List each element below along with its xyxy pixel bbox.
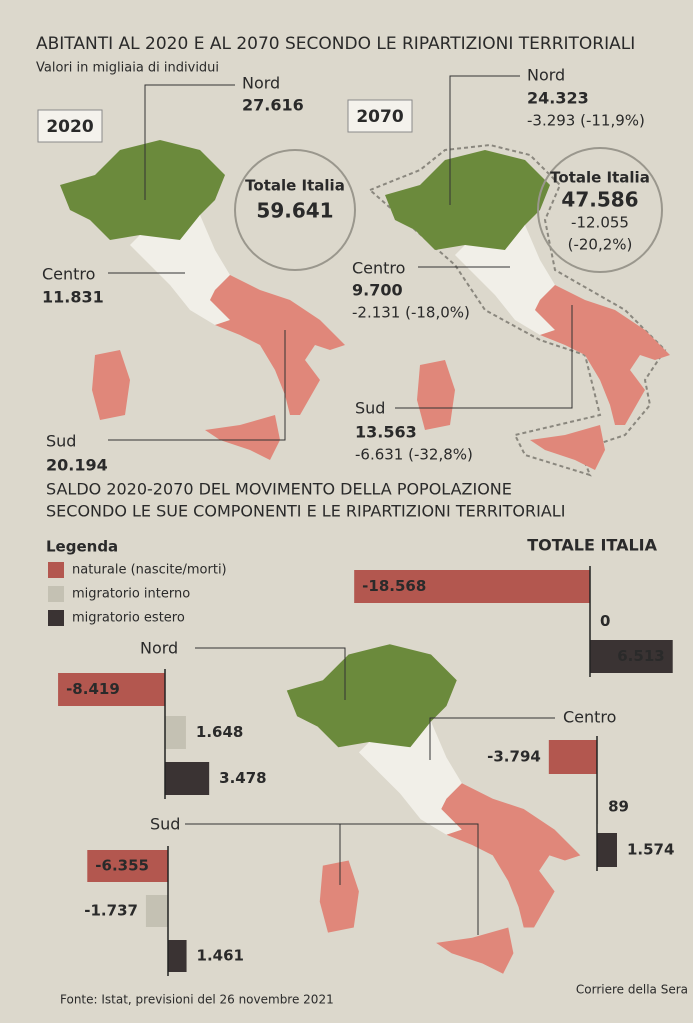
chart-title: TOTALE ITALIA — [527, 536, 657, 555]
total-value: 47.586 — [561, 188, 638, 212]
map-2070 — [368, 143, 670, 477]
legend-title: Legenda — [46, 538, 118, 556]
region-value: 11.831 — [42, 288, 104, 307]
value-label: -6.355 — [95, 857, 149, 875]
year: 2070 — [356, 107, 403, 127]
chart-title: Sud — [150, 815, 180, 834]
leader — [185, 823, 479, 935]
total-label: Totale Italia — [550, 169, 650, 187]
leader — [449, 75, 520, 205]
value-label: 6.513 — [617, 647, 664, 665]
legend-swatch — [48, 562, 64, 578]
value-label: -1.737 — [84, 902, 138, 920]
legend-label: migratorio estero — [72, 611, 185, 626]
section-title: SALDO 2020-2070 DEL MOVIMENTO DELLA POPO… — [46, 480, 512, 499]
total-circle — [537, 147, 663, 273]
region-label: Centro — [42, 265, 95, 284]
bar — [165, 762, 210, 795]
legend-swatch — [48, 610, 64, 626]
leader — [144, 84, 235, 200]
bar — [87, 850, 168, 882]
bar — [590, 640, 673, 673]
year: 2020 — [46, 117, 93, 137]
region-value: 9.700 — [352, 281, 403, 300]
total-change-pct: (-20,2%) — [568, 236, 633, 254]
year-box — [37, 109, 103, 143]
value-label: 0 — [600, 612, 610, 630]
bar — [165, 716, 186, 749]
credit: Corriere della Sera — [576, 983, 688, 997]
bar — [597, 833, 617, 867]
legend-label: migratorio interno — [72, 587, 190, 602]
leader — [195, 647, 346, 700]
bar — [354, 570, 590, 603]
region-label: Nord — [242, 74, 280, 93]
year-box — [347, 99, 413, 133]
bar — [145, 895, 168, 927]
bar — [58, 673, 165, 706]
leader — [108, 330, 286, 441]
leader — [429, 717, 555, 760]
bar — [168, 940, 187, 972]
region-change: -2.131 (-18,0%) — [352, 304, 470, 322]
value-label: 89 — [608, 798, 629, 816]
total-label: Totale Italia — [245, 177, 345, 195]
region-label: Sud — [355, 399, 385, 418]
value-label: 3.478 — [219, 769, 266, 787]
title: ABITANTI AL 2020 E AL 2070 SECONDO LE RI… — [36, 34, 635, 54]
value-label: 1.574 — [627, 841, 674, 859]
value-label: -8.419 — [66, 680, 120, 698]
region-change: -3.293 (-11,9%) — [527, 112, 645, 130]
legend-label: naturale (nascite/morti) — [72, 563, 227, 578]
chart-title: Nord — [140, 639, 178, 658]
region-label: Sud — [46, 432, 76, 451]
legend-swatch — [48, 586, 64, 602]
value-label: 1.461 — [197, 947, 244, 965]
value-label: -3.794 — [487, 748, 541, 766]
region-label: Centro — [352, 259, 405, 278]
total-circle — [234, 149, 356, 271]
region-value: 13.563 — [355, 423, 417, 442]
subtitle: Valori in migliaia di individui — [36, 61, 219, 76]
region-value: 27.616 — [242, 96, 304, 115]
value-label: 1.648 — [196, 723, 243, 741]
total-change: -12.055 — [571, 214, 629, 232]
chart-title: Centro — [563, 708, 616, 727]
region-value: 20.194 — [46, 456, 108, 475]
total-value: 59.641 — [256, 199, 333, 223]
section-title: SECONDO LE SUE COMPONENTI E LE RIPARTIZI… — [46, 502, 565, 521]
region-change: -6.631 (-32,8%) — [355, 446, 473, 464]
bar — [548, 740, 597, 774]
value-label: -18.568 — [362, 577, 426, 595]
leader — [395, 305, 573, 409]
region-label: Nord — [527, 66, 565, 85]
source: Fonte: Istat, previsioni del 26 novembre… — [60, 993, 334, 1007]
region-value: 24.323 — [527, 89, 589, 108]
